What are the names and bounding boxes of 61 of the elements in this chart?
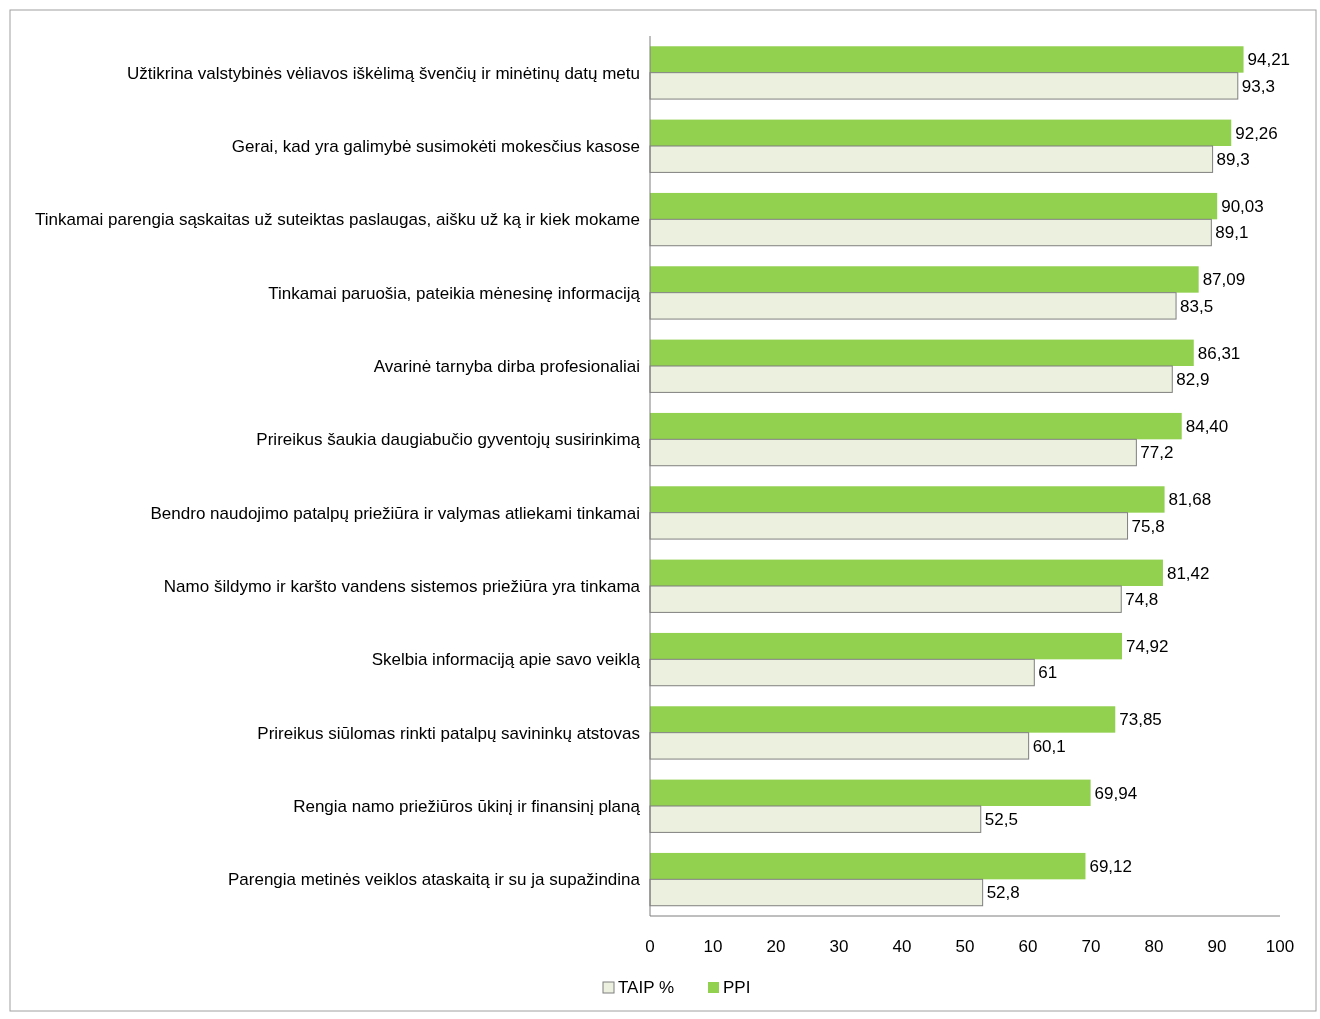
data-label: 74,8 — [1125, 590, 1159, 610]
data-label: 92,26 — [1235, 123, 1278, 143]
x-tick-label: 60 — [1018, 937, 1038, 956]
y-tick-label: Avarinė tarnyba dirba profesionaliai — [373, 356, 640, 376]
data-label: 86,31 — [1197, 343, 1241, 363]
x-tick-label: 50 — [955, 937, 975, 956]
x-tick-label: 40 — [892, 937, 912, 956]
data-label: 52,5 — [984, 810, 1018, 830]
bar — [650, 706, 1116, 733]
data-label: 82,9 — [1176, 370, 1210, 390]
data-label: 75,8 — [1131, 516, 1165, 536]
data-label: 77,2 — [1140, 443, 1174, 463]
data-label: 73,85 — [1119, 710, 1162, 730]
x-tick-label: 90 — [1207, 937, 1227, 956]
y-tick-label: Užtikrina valstybinės vėliavos iškėlimą švenčių ir minėtinų datų metu — [126, 63, 640, 83]
bar — [650, 779, 1091, 806]
data-label: 90,03 — [1221, 197, 1264, 217]
data-label: 69,94 — [1094, 783, 1138, 803]
bar — [650, 632, 1122, 660]
data-label: 94,21 — [1247, 50, 1291, 70]
y-tick-label: Rengia namo priežiūros ūkinį ir finansinį planą — [293, 796, 641, 816]
data-label: 61 — [1038, 663, 1058, 683]
data-label: 52,8 — [986, 883, 1020, 903]
y-tick-label: Parengia metinės veiklos ataskaitą ir su ja supažindina — [227, 870, 641, 890]
data-label: 87,09 — [1202, 270, 1246, 290]
y-tick-label: Skelbia informaciją apie savo veiklą — [371, 650, 641, 670]
x-tick-label: 20 — [766, 937, 786, 956]
bar — [650, 412, 1182, 440]
bar — [650, 119, 1232, 146]
data-label: 60,1 — [1032, 736, 1066, 756]
bar — [650, 266, 1199, 293]
x-tick-label: 70 — [1081, 937, 1101, 956]
data-label: 81,42 — [1166, 563, 1210, 583]
bar — [650, 486, 1165, 513]
data-label: 81,68 — [1168, 490, 1212, 510]
x-tick-label: 30 — [829, 937, 849, 956]
bar — [650, 46, 1244, 73]
y-tick-label: Prireikus siūlomas rinkti patalpų savininkų atstovas — [257, 723, 640, 743]
y-tick-label: Tinkamai paruošia, pateikia mėnesinę informaciją — [268, 283, 641, 303]
legend-label: PPI — [723, 978, 751, 997]
x-tick-label: 80 — [1144, 937, 1164, 956]
x-tick-label: 0 — [645, 937, 655, 956]
data-label: 83,5 — [1180, 296, 1214, 316]
data-label: 74,92 — [1126, 637, 1169, 657]
y-tick-label: Prireikus šaukia daugiabučio gyventojų susirinkimą — [256, 430, 641, 450]
y-tick-label: Tinkamai parengia sąskaitas už suteiktas paslaugas, aišku už ką ir kiek mokame — [34, 210, 640, 230]
bar — [650, 559, 1163, 586]
data-label: 89,1 — [1215, 223, 1249, 243]
legend-label: TAIP % — [618, 978, 675, 997]
bar — [650, 339, 1194, 366]
bar — [650, 852, 1086, 880]
data-label: 89,3 — [1216, 150, 1250, 170]
data-label: 84,40 — [1185, 417, 1229, 437]
data-label: 69,12 — [1089, 857, 1132, 877]
bar — [650, 192, 1218, 220]
y-tick-label: Bendro naudojimo patalpų priežiūra ir valymas atliekami tinkamai — [150, 503, 640, 523]
y-tick-label: Gerai, kad yra galimybė susimokėti mokesčius kasose — [231, 136, 640, 156]
y-tick-label: Namo šildymo ir karšto vandens sistemos priežiūra yra tinkama — [163, 576, 641, 596]
data-label: 93,3 — [1241, 76, 1275, 96]
x-tick-label: 100 — [1265, 937, 1295, 956]
x-tick-label: 10 — [703, 937, 723, 956]
